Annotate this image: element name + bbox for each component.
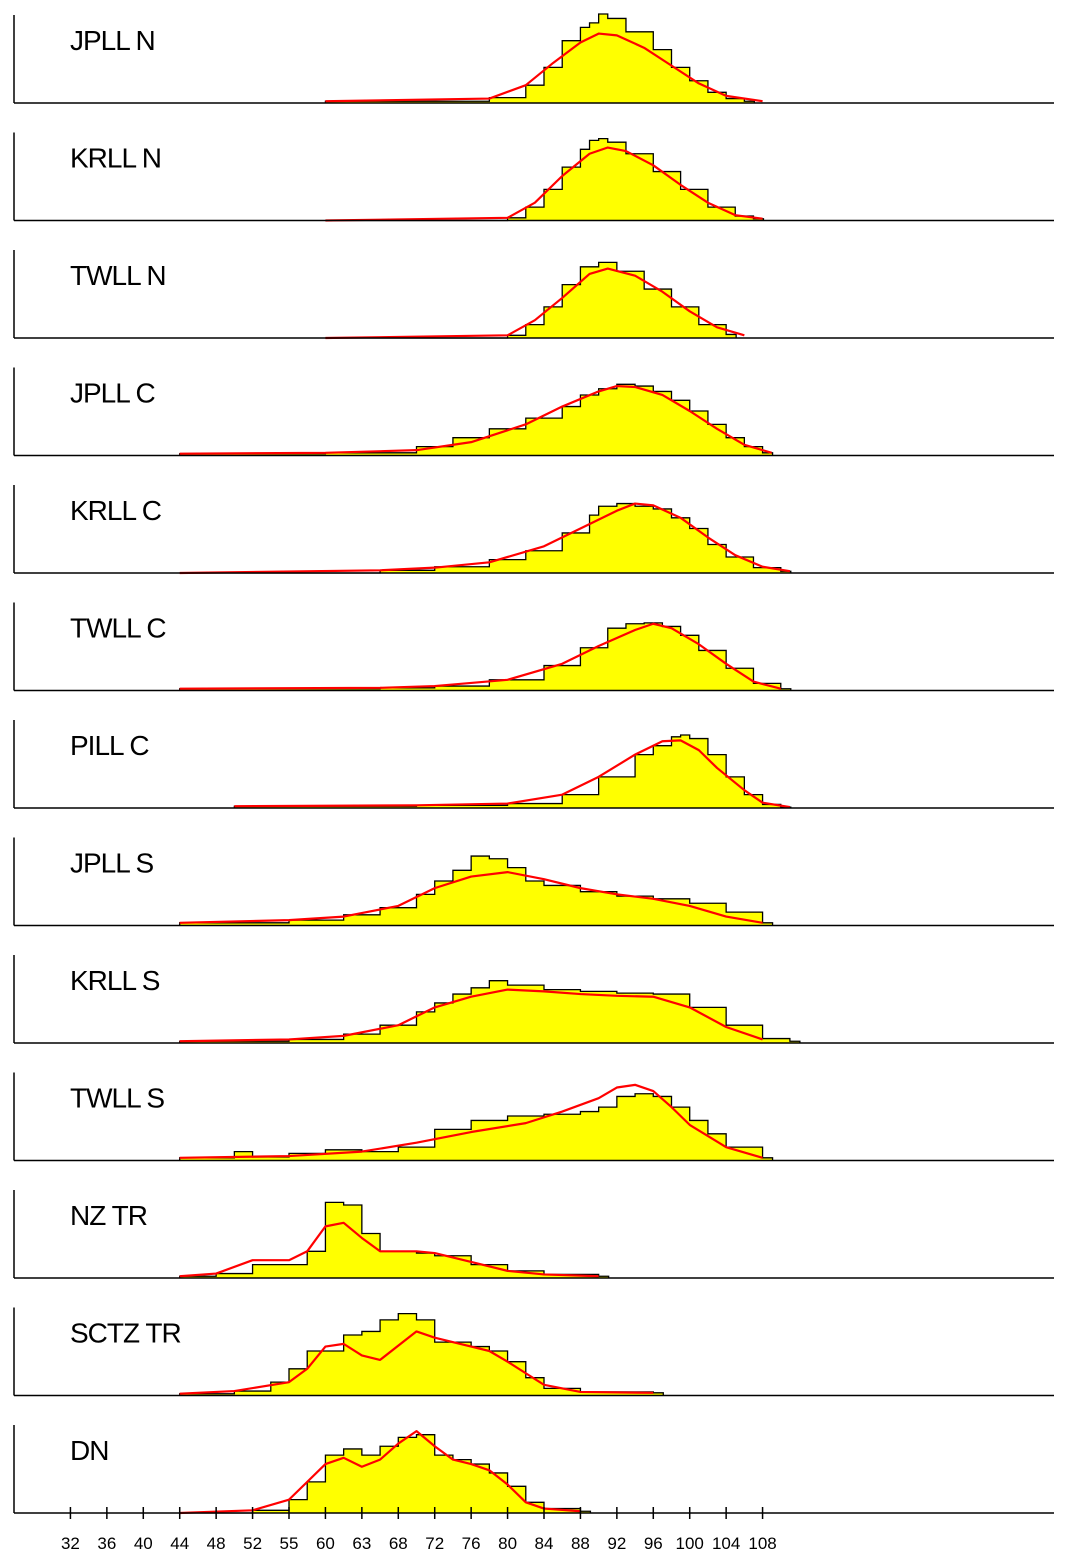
panel-label: SCTZ TR bbox=[70, 1318, 181, 1349]
panel-jpll-n: JPLL N bbox=[13, 13, 1054, 104]
panel-label: JPLL S bbox=[70, 848, 154, 879]
observed-histogram-fill bbox=[179, 1434, 591, 1513]
panel-twll-n: TWLL N bbox=[13, 250, 1054, 340]
panel-sctz-tr: SCTZ TR bbox=[13, 1307, 1054, 1397]
predicted-curve bbox=[179, 1083, 763, 1159]
observed-histogram-fill bbox=[179, 384, 773, 456]
panel-label: TWLL N bbox=[70, 260, 166, 291]
observed-histogram-fill bbox=[179, 1093, 773, 1161]
observed-histogram-outline bbox=[233, 734, 792, 808]
x-tick-label: 100 bbox=[676, 1534, 704, 1553]
observed-histogram-fill bbox=[325, 262, 737, 338]
predicted-curve bbox=[234, 739, 791, 809]
panel-nz-tr: NZ TR bbox=[13, 1190, 1054, 1279]
panel-dn: DN bbox=[13, 1425, 1054, 1515]
panel-krll-n: KRLL N bbox=[13, 132, 1054, 222]
x-tick-label: 36 bbox=[97, 1534, 116, 1553]
predicted-curve bbox=[179, 871, 763, 924]
panel-label: KRLL N bbox=[70, 143, 161, 174]
panel-label: DN bbox=[70, 1435, 108, 1466]
observed-histogram-fill bbox=[179, 503, 791, 573]
predicted-curve bbox=[179, 988, 763, 1043]
predicted-curve bbox=[179, 1221, 599, 1278]
panel-twll-s: TWLL S bbox=[13, 1072, 1054, 1162]
x-tick-label: 104 bbox=[712, 1534, 740, 1553]
x-tick-label: 40 bbox=[134, 1534, 153, 1553]
panel-label: TWLL C bbox=[70, 613, 166, 644]
observed-histogram-fill bbox=[179, 1202, 609, 1278]
observed-histogram-fill bbox=[179, 856, 773, 926]
x-tick-label: 60 bbox=[316, 1534, 335, 1553]
x-tick-label: 48 bbox=[207, 1534, 226, 1553]
observed-histogram-fill bbox=[325, 138, 764, 221]
panel-label: TWLL S bbox=[70, 1083, 164, 1114]
x-tick-label: 55 bbox=[280, 1534, 299, 1553]
x-tick-label: 92 bbox=[607, 1534, 626, 1553]
observed-histogram-fill bbox=[179, 1313, 664, 1396]
predicted-curve bbox=[179, 384, 772, 455]
x-tick-label: 96 bbox=[644, 1534, 663, 1553]
observed-histogram-outline bbox=[325, 137, 765, 222]
observed-histogram-fill bbox=[234, 735, 791, 808]
x-tick-label: 88 bbox=[571, 1534, 590, 1553]
predicted-curve bbox=[179, 502, 791, 575]
predicted-curve bbox=[325, 146, 763, 222]
panel-label: JPLL N bbox=[70, 25, 155, 56]
predicted-curve bbox=[179, 1330, 654, 1395]
observed-histogram-outline bbox=[179, 855, 774, 926]
x-tick-label: 76 bbox=[462, 1534, 481, 1553]
predicted-curve bbox=[325, 267, 745, 340]
panel-krll-c: KRLL C bbox=[13, 485, 1054, 575]
observed-histogram-fill bbox=[325, 14, 755, 103]
panel-label: KRLL C bbox=[70, 495, 162, 526]
x-tick-label: 52 bbox=[243, 1534, 262, 1553]
panel-jpll-s: JPLL S bbox=[13, 837, 1054, 927]
x-tick-label: 72 bbox=[425, 1534, 444, 1553]
observed-histogram-outline bbox=[179, 1093, 774, 1161]
x-axis: 32 36 40 44 48 52 55 60 63 68 72 76 80 84 88 92 96 100 104… bbox=[61, 1507, 777, 1553]
x-tick-label: 108 bbox=[748, 1534, 776, 1553]
x-tick-label: 63 bbox=[352, 1534, 371, 1553]
x-tick-label: 84 bbox=[535, 1534, 554, 1553]
panel-jpll-c: JPLL C bbox=[13, 367, 1054, 457]
panel-pill-c: PILL C bbox=[13, 720, 1054, 809]
x-tick-label: 44 bbox=[170, 1534, 189, 1553]
predicted-curve bbox=[179, 1430, 581, 1515]
predicted-curve bbox=[325, 32, 763, 103]
panel-twll-c: TWLL C bbox=[13, 602, 1054, 692]
observed-histogram-fill bbox=[179, 980, 800, 1043]
predicted-curve bbox=[179, 622, 782, 690]
observed-histogram-fill bbox=[179, 622, 791, 691]
panel-label: NZ TR bbox=[70, 1200, 147, 1231]
x-tick-label: 80 bbox=[498, 1534, 517, 1553]
panel-krll-s: KRLL S bbox=[13, 955, 1054, 1044]
panel-label: PILL C bbox=[70, 730, 149, 761]
x-tick-label: 68 bbox=[389, 1534, 408, 1553]
observed-histogram-outline bbox=[179, 980, 801, 1043]
x-tick-label: 32 bbox=[61, 1534, 80, 1553]
observed-histogram-outline bbox=[179, 1312, 664, 1396]
panel-label: JPLL C bbox=[70, 378, 156, 409]
observed-histogram-outline bbox=[179, 1201, 610, 1278]
panel-label: KRLL S bbox=[70, 965, 160, 996]
